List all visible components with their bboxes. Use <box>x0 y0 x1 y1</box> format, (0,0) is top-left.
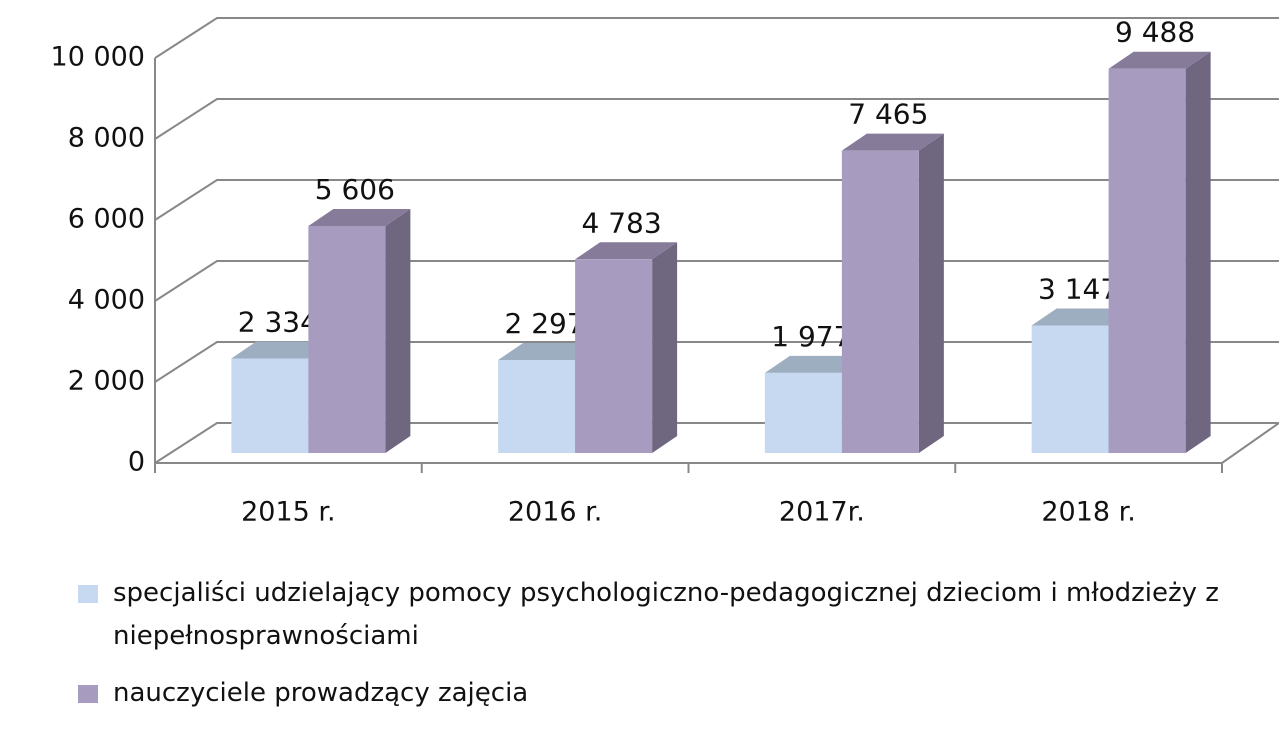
bar <box>308 225 386 453</box>
value-label: 1 977 <box>771 320 851 353</box>
legend-swatch <box>78 585 98 603</box>
value-label: 7 465 <box>848 98 928 131</box>
legend: specjaliści udzielający pomocy psycholog… <box>78 572 1268 729</box>
bar-top <box>308 208 411 226</box>
bar <box>231 358 309 453</box>
legend-swatch <box>78 685 98 703</box>
value-label: 9 488 <box>1115 16 1195 49</box>
chart: 0 2 000 4 000 6 000 8 000 10 000 2015 r. 2 334 5… <box>51 16 1279 528</box>
bar-top <box>841 133 944 151</box>
bar-side <box>1185 51 1211 454</box>
x-tick-label: 2016 r. <box>508 497 603 528</box>
bar-side <box>652 242 678 453</box>
x-tick-label: 2017r. <box>779 497 865 528</box>
y-tick-label: 10 000 <box>51 42 145 73</box>
bar-top <box>1108 51 1211 69</box>
bar-top <box>231 341 334 359</box>
grid-line <box>154 98 1279 140</box>
bar-side <box>918 133 944 454</box>
legend-label: specjaliści udzielający pomocy psycholog… <box>113 578 1219 651</box>
x-tick-label: 2018 r. <box>1041 497 1136 528</box>
value-label: 2 297 <box>505 307 585 340</box>
grid-line <box>154 17 1279 59</box>
y-tick-label: 0 <box>128 447 145 478</box>
y-tick-label: 8 000 <box>68 123 145 154</box>
value-label: 2 334 <box>238 305 318 338</box>
value-label: 3 147 <box>1038 273 1118 306</box>
bar-top <box>764 355 867 373</box>
bar <box>575 259 653 453</box>
value-label: 4 783 <box>582 206 662 239</box>
value-label: 5 606 <box>315 173 395 206</box>
bar-top <box>575 242 678 260</box>
bar-side <box>385 208 411 453</box>
y-tick-label: 2 000 <box>68 366 145 397</box>
x-tick-label: 2015 r. <box>241 497 336 528</box>
bar <box>1108 68 1186 454</box>
bar <box>498 359 576 453</box>
legend-item: specjaliści udzielający pomocy psycholog… <box>78 572 1268 658</box>
bar <box>1031 325 1109 453</box>
bar-top <box>1031 308 1134 326</box>
y-tick-label: 4 000 <box>68 285 145 316</box>
legend-item: nauczyciele prowadzący zajęcia <box>78 672 1268 715</box>
bar-top <box>498 342 601 360</box>
legend-label: nauczyciele prowadzący zajęcia <box>113 678 529 708</box>
y-tick-label: 6 000 <box>68 204 145 235</box>
bar <box>764 372 842 453</box>
bar <box>841 150 919 454</box>
